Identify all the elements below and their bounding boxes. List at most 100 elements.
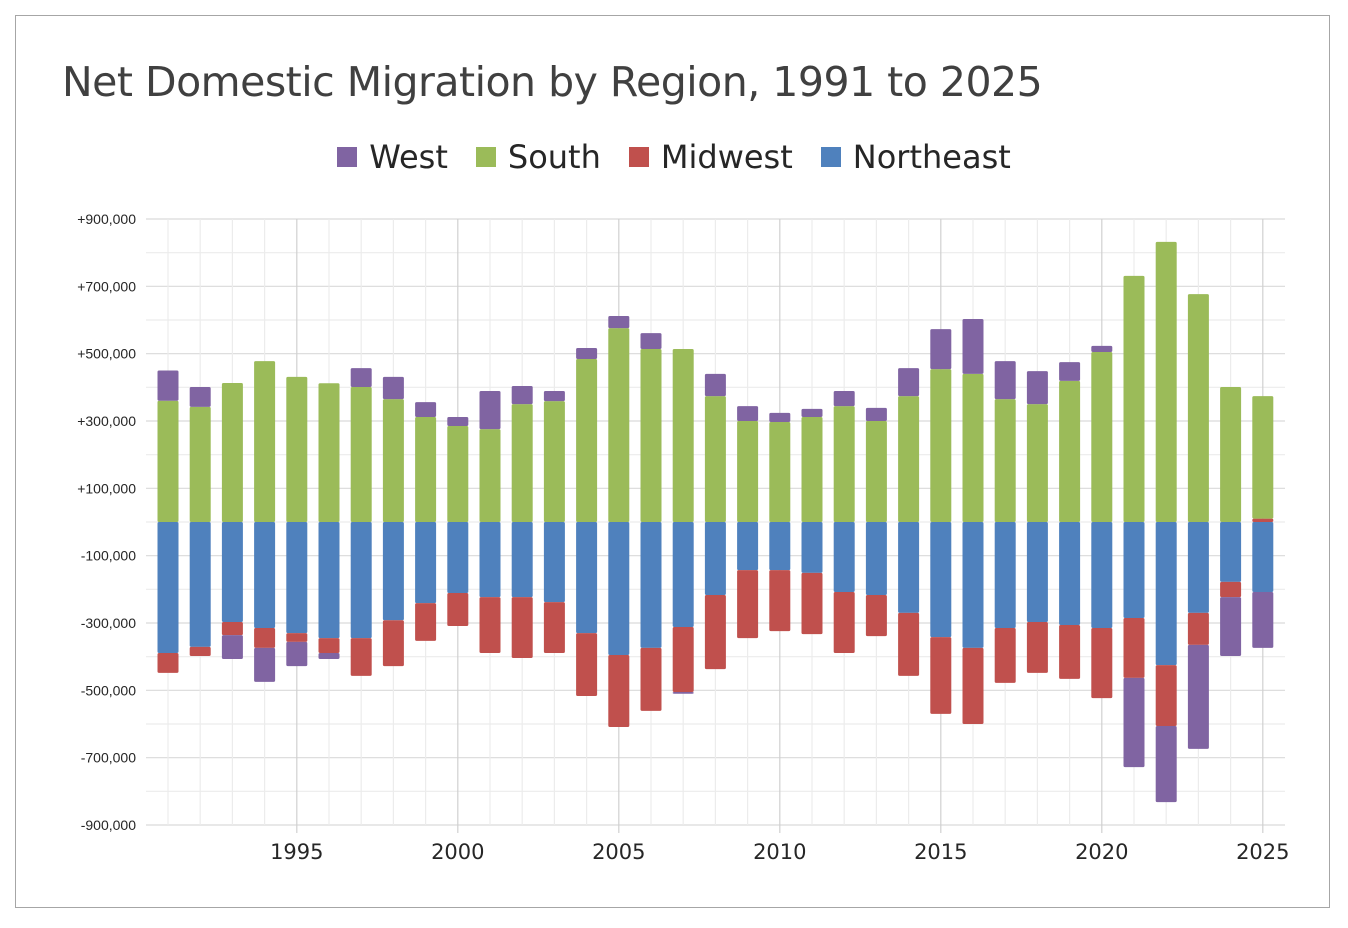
bar-west-2005 xyxy=(608,315,630,329)
bar-midwest-2013 xyxy=(865,595,887,637)
x-tick-label: 2000 xyxy=(431,840,484,864)
bar-south-1998 xyxy=(382,399,404,522)
bar-midwest-1996 xyxy=(318,638,340,653)
x-axis-ticks: 1995 2000 2005 2010 2015 2020 2025 xyxy=(270,840,1289,864)
bar-west-1995 xyxy=(286,641,308,667)
bar-northeast-1997 xyxy=(350,522,372,639)
bar-west-2003 xyxy=(543,391,565,402)
bar-south-2008 xyxy=(704,396,726,522)
bar-northeast-1994 xyxy=(254,522,276,629)
bar-west-1994 xyxy=(254,647,276,682)
legend-swatch-northeast xyxy=(820,147,841,167)
bar-northeast-1996 xyxy=(318,522,340,639)
bar-midwest-2016 xyxy=(962,647,984,724)
bar-midwest-2001 xyxy=(479,597,501,653)
bar-west-2002 xyxy=(511,385,533,405)
bar-west-2004 xyxy=(576,347,598,360)
bar-west-2025 xyxy=(1252,592,1274,648)
bar-northeast-2024 xyxy=(1220,522,1242,582)
bar-midwest-1994 xyxy=(254,628,276,648)
y-tick-label: +700,000 xyxy=(77,278,136,294)
bar-west-2011 xyxy=(801,408,823,417)
bar-midwest-2012 xyxy=(833,592,855,653)
legend-item-south: South xyxy=(475,138,601,176)
bar-midwest-2021 xyxy=(1123,617,1145,678)
bar-south-1995 xyxy=(286,376,308,522)
y-tick-label: -300,000 xyxy=(81,615,136,631)
bar-west-2010 xyxy=(769,412,791,423)
bar-northeast-2023 xyxy=(1187,522,1209,613)
bar-west-2018 xyxy=(1026,371,1048,405)
bar-northeast-2010 xyxy=(769,522,791,571)
bar-midwest-1993 xyxy=(221,621,243,636)
bar-west-2024 xyxy=(1220,597,1242,656)
y-tick-label: +300,000 xyxy=(77,413,136,429)
bar-south-2000 xyxy=(447,426,469,522)
chart-legend: West South Midwest Northeast xyxy=(0,138,1348,176)
bar-west-2017 xyxy=(994,361,1016,400)
y-tick-label: +500,000 xyxy=(77,346,136,362)
x-tick-label: 2005 xyxy=(592,840,645,864)
y-tick-label: -900,000 xyxy=(81,817,136,833)
bar-midwest-1999 xyxy=(415,603,437,641)
bar-west-2019 xyxy=(1059,362,1081,381)
bar-northeast-2013 xyxy=(865,522,887,596)
bar-northeast-2014 xyxy=(898,522,920,613)
bar-northeast-2022 xyxy=(1155,522,1177,666)
bar-northeast-2002 xyxy=(511,522,533,598)
bar-west-1991 xyxy=(157,370,179,401)
bar-west-2000 xyxy=(447,416,469,427)
bar-south-2014 xyxy=(898,396,920,522)
bar-south-2023 xyxy=(1187,294,1209,522)
bar-west-2020 xyxy=(1091,345,1113,352)
bar-midwest-2002 xyxy=(511,597,533,659)
bar-northeast-2016 xyxy=(962,522,984,648)
bar-midwest-2003 xyxy=(543,602,565,653)
bar-south-2019 xyxy=(1059,380,1081,522)
bar-south-2007 xyxy=(672,348,694,522)
bar-south-1999 xyxy=(415,416,437,522)
bar-south-1992 xyxy=(189,406,211,522)
bar-northeast-2001 xyxy=(479,522,501,598)
bar-midwest-2011 xyxy=(801,572,823,635)
legend-item-west: West xyxy=(337,138,448,176)
bar-northeast-1991 xyxy=(157,522,179,653)
legend-swatch-west xyxy=(337,147,358,167)
bar-west-2014 xyxy=(898,368,920,397)
bar-northeast-2006 xyxy=(640,522,662,648)
bar-midwest-2000 xyxy=(447,593,469,627)
bar-northeast-2018 xyxy=(1026,522,1048,622)
bar-west-1996 xyxy=(318,652,340,660)
x-tick-label: 2020 xyxy=(1075,840,1128,864)
bar-northeast-2015 xyxy=(930,522,952,638)
bar-west-2007 xyxy=(672,692,694,694)
bar-west-1997 xyxy=(350,368,372,387)
bar-northeast-2020 xyxy=(1091,522,1113,629)
legend-label-west: West xyxy=(369,138,448,176)
chart-title: Net Domestic Migration by Region, 1991 t… xyxy=(62,58,1043,106)
bar-south-2010 xyxy=(769,422,791,522)
legend-label-midwest: Midwest xyxy=(660,138,793,176)
x-tick-label: 1995 xyxy=(270,840,323,864)
bar-northeast-2019 xyxy=(1059,522,1081,626)
bar-midwest-2010 xyxy=(769,570,791,632)
bar-northeast-2011 xyxy=(801,522,823,573)
bar-northeast-1999 xyxy=(415,522,437,604)
bar-northeast-2008 xyxy=(704,522,726,596)
bar-northeast-2021 xyxy=(1123,522,1145,618)
bar-south-2009 xyxy=(737,421,759,522)
bar-west-2023 xyxy=(1187,644,1209,749)
bar-south-2020 xyxy=(1091,351,1113,522)
bar-south-2001 xyxy=(479,429,501,522)
bar-midwest-2019 xyxy=(1059,625,1081,679)
legend-item-northeast: Northeast xyxy=(820,138,1011,176)
bar-south-2012 xyxy=(833,406,855,522)
y-axis-ticks: +900,000 +700,000 +500,000 +300,000 +100,000… xyxy=(77,211,136,833)
bar-midwest-1995 xyxy=(286,633,308,642)
bar-midwest-2007 xyxy=(672,627,694,693)
bar-south-2021 xyxy=(1123,275,1145,522)
bar-west-1993 xyxy=(221,635,243,660)
bar-midwest-2022 xyxy=(1155,665,1177,727)
bar-midwest-2023 xyxy=(1187,612,1209,645)
bar-south-2003 xyxy=(543,401,565,522)
